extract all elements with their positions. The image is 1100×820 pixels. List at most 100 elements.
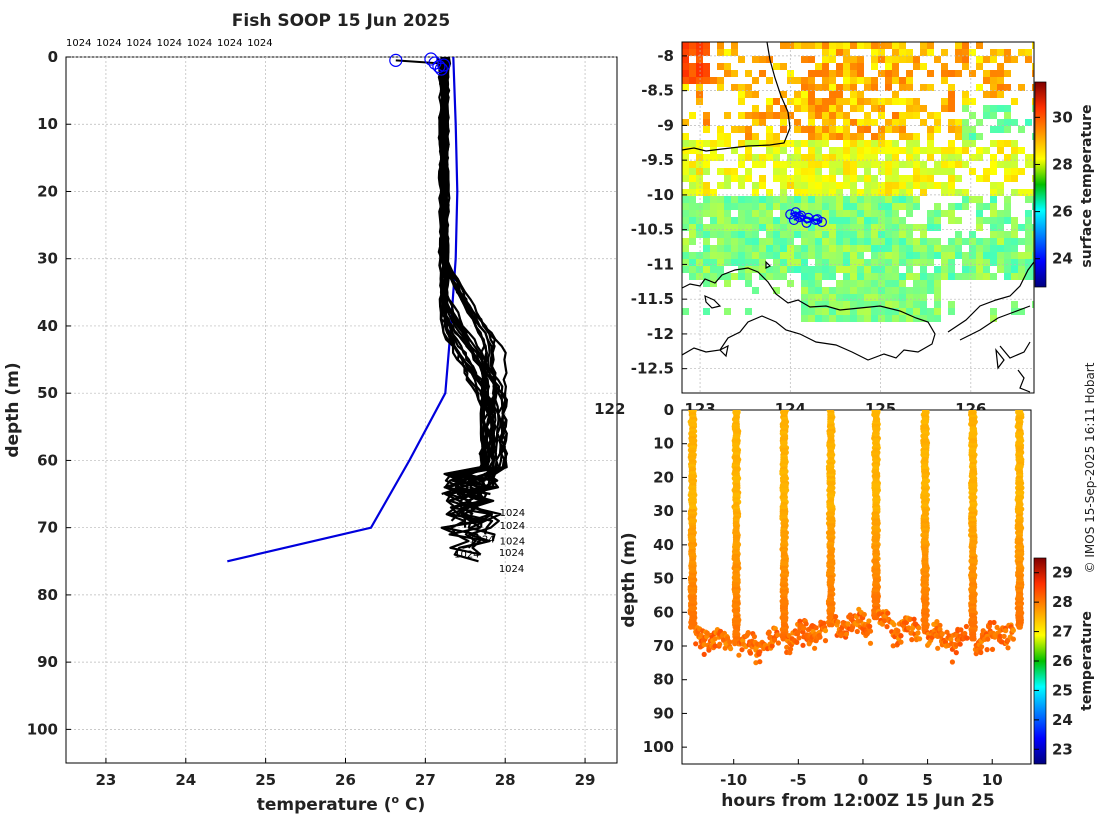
sst-cell	[682, 49, 689, 56]
sst-cell	[927, 280, 934, 287]
map-chart: 122 123 124 125 126-8-8.5-9-9.5-10-10.5-11-1…	[594, 41, 1095, 418]
sst-cell	[1004, 196, 1011, 203]
sst-cell	[885, 273, 892, 280]
sst-cell	[864, 175, 871, 182]
sst-cell	[703, 63, 710, 70]
sst-cell	[815, 287, 822, 294]
sst-cell	[689, 203, 696, 210]
sst-cell	[850, 119, 857, 126]
sst-cell	[801, 175, 808, 182]
sst-cell	[759, 154, 766, 161]
sst-cell	[724, 133, 731, 140]
sst-cell	[822, 42, 829, 49]
sst-cell	[899, 231, 906, 238]
sst-cell	[899, 280, 906, 287]
sst-cell	[773, 161, 780, 168]
sst-cell	[976, 238, 983, 245]
sst-cell	[906, 147, 913, 154]
sst-cell	[822, 105, 829, 112]
sst-cell	[955, 49, 962, 56]
sst-cell	[941, 252, 948, 259]
sst-cell	[696, 98, 703, 105]
sst-cell	[822, 308, 829, 315]
sst-cell	[913, 196, 920, 203]
sst-cell	[780, 238, 787, 245]
sst-cell	[836, 294, 843, 301]
sst-cell	[738, 56, 745, 63]
section-point	[692, 620, 698, 627]
map-x-tick-label: 122	[594, 400, 625, 418]
sst-cell	[864, 238, 871, 245]
sst-cell	[913, 287, 920, 294]
sst-cell	[864, 273, 871, 280]
section-point	[854, 628, 860, 635]
sst-cell	[808, 112, 815, 119]
section-point	[873, 615, 880, 621]
profile-xlabel-main: temperature (	[257, 795, 392, 815]
sst-cell	[1025, 210, 1032, 217]
sst-cell	[1018, 147, 1025, 154]
sst-cell	[941, 77, 948, 84]
sst-cell	[1018, 49, 1025, 56]
sst-cell	[920, 105, 927, 112]
sst-cell	[1018, 126, 1025, 133]
sst-cell	[976, 245, 983, 252]
sst-cell	[878, 301, 885, 308]
sst-cell	[696, 252, 703, 259]
sst-cell	[829, 301, 836, 308]
sst-cell	[1011, 273, 1018, 280]
sst-cell	[696, 70, 703, 77]
sst-cell	[857, 133, 864, 140]
sst-cell	[913, 56, 920, 63]
section-point	[907, 616, 913, 622]
sst-cell	[829, 119, 836, 126]
sst-cell	[815, 182, 822, 189]
sst-cell	[955, 147, 962, 154]
section-point	[701, 651, 707, 658]
sst-cell	[983, 77, 990, 84]
sst-cell	[780, 196, 787, 203]
sst-cell	[871, 287, 878, 294]
sst-cell	[808, 84, 815, 91]
sst-cell	[927, 217, 934, 224]
sst-cell	[892, 119, 899, 126]
sst-cell	[703, 231, 710, 238]
sst-cell	[871, 189, 878, 196]
sst-cell	[801, 189, 808, 196]
sst-cell	[983, 217, 990, 224]
sst-cell	[787, 266, 794, 273]
sst-cell	[794, 126, 801, 133]
profile-series	[395, 57, 509, 563]
sst-cell	[836, 210, 843, 217]
sst-cell	[724, 182, 731, 189]
sst-cell	[857, 42, 864, 49]
surface-marker	[424, 52, 438, 66]
sst-cell	[682, 77, 689, 84]
sst-cell	[857, 119, 864, 126]
sst-cell	[913, 161, 920, 168]
section-point	[813, 625, 819, 631]
sst-cell	[808, 133, 815, 140]
sst-cell	[920, 280, 927, 287]
section-point	[916, 625, 922, 631]
sst-cell	[878, 105, 885, 112]
section-point	[788, 646, 794, 652]
sst-cell	[752, 140, 759, 147]
section-point	[942, 639, 949, 645]
sst-cell	[1004, 245, 1011, 252]
sst-cell	[871, 154, 878, 161]
sst-cell	[920, 315, 927, 322]
sst-cell	[934, 280, 941, 287]
sst-cell	[990, 91, 997, 98]
sst-cell	[878, 245, 885, 252]
sst-cell	[990, 238, 997, 245]
sst-cell	[906, 259, 913, 266]
sst-cell	[780, 203, 787, 210]
sst-cell	[696, 77, 703, 84]
sst-cell	[843, 98, 850, 105]
sst-cell	[857, 189, 864, 196]
coastline-timor	[682, 42, 791, 152]
sst-cell	[822, 189, 829, 196]
sst-cell	[682, 154, 689, 161]
sst-cell	[703, 70, 710, 77]
